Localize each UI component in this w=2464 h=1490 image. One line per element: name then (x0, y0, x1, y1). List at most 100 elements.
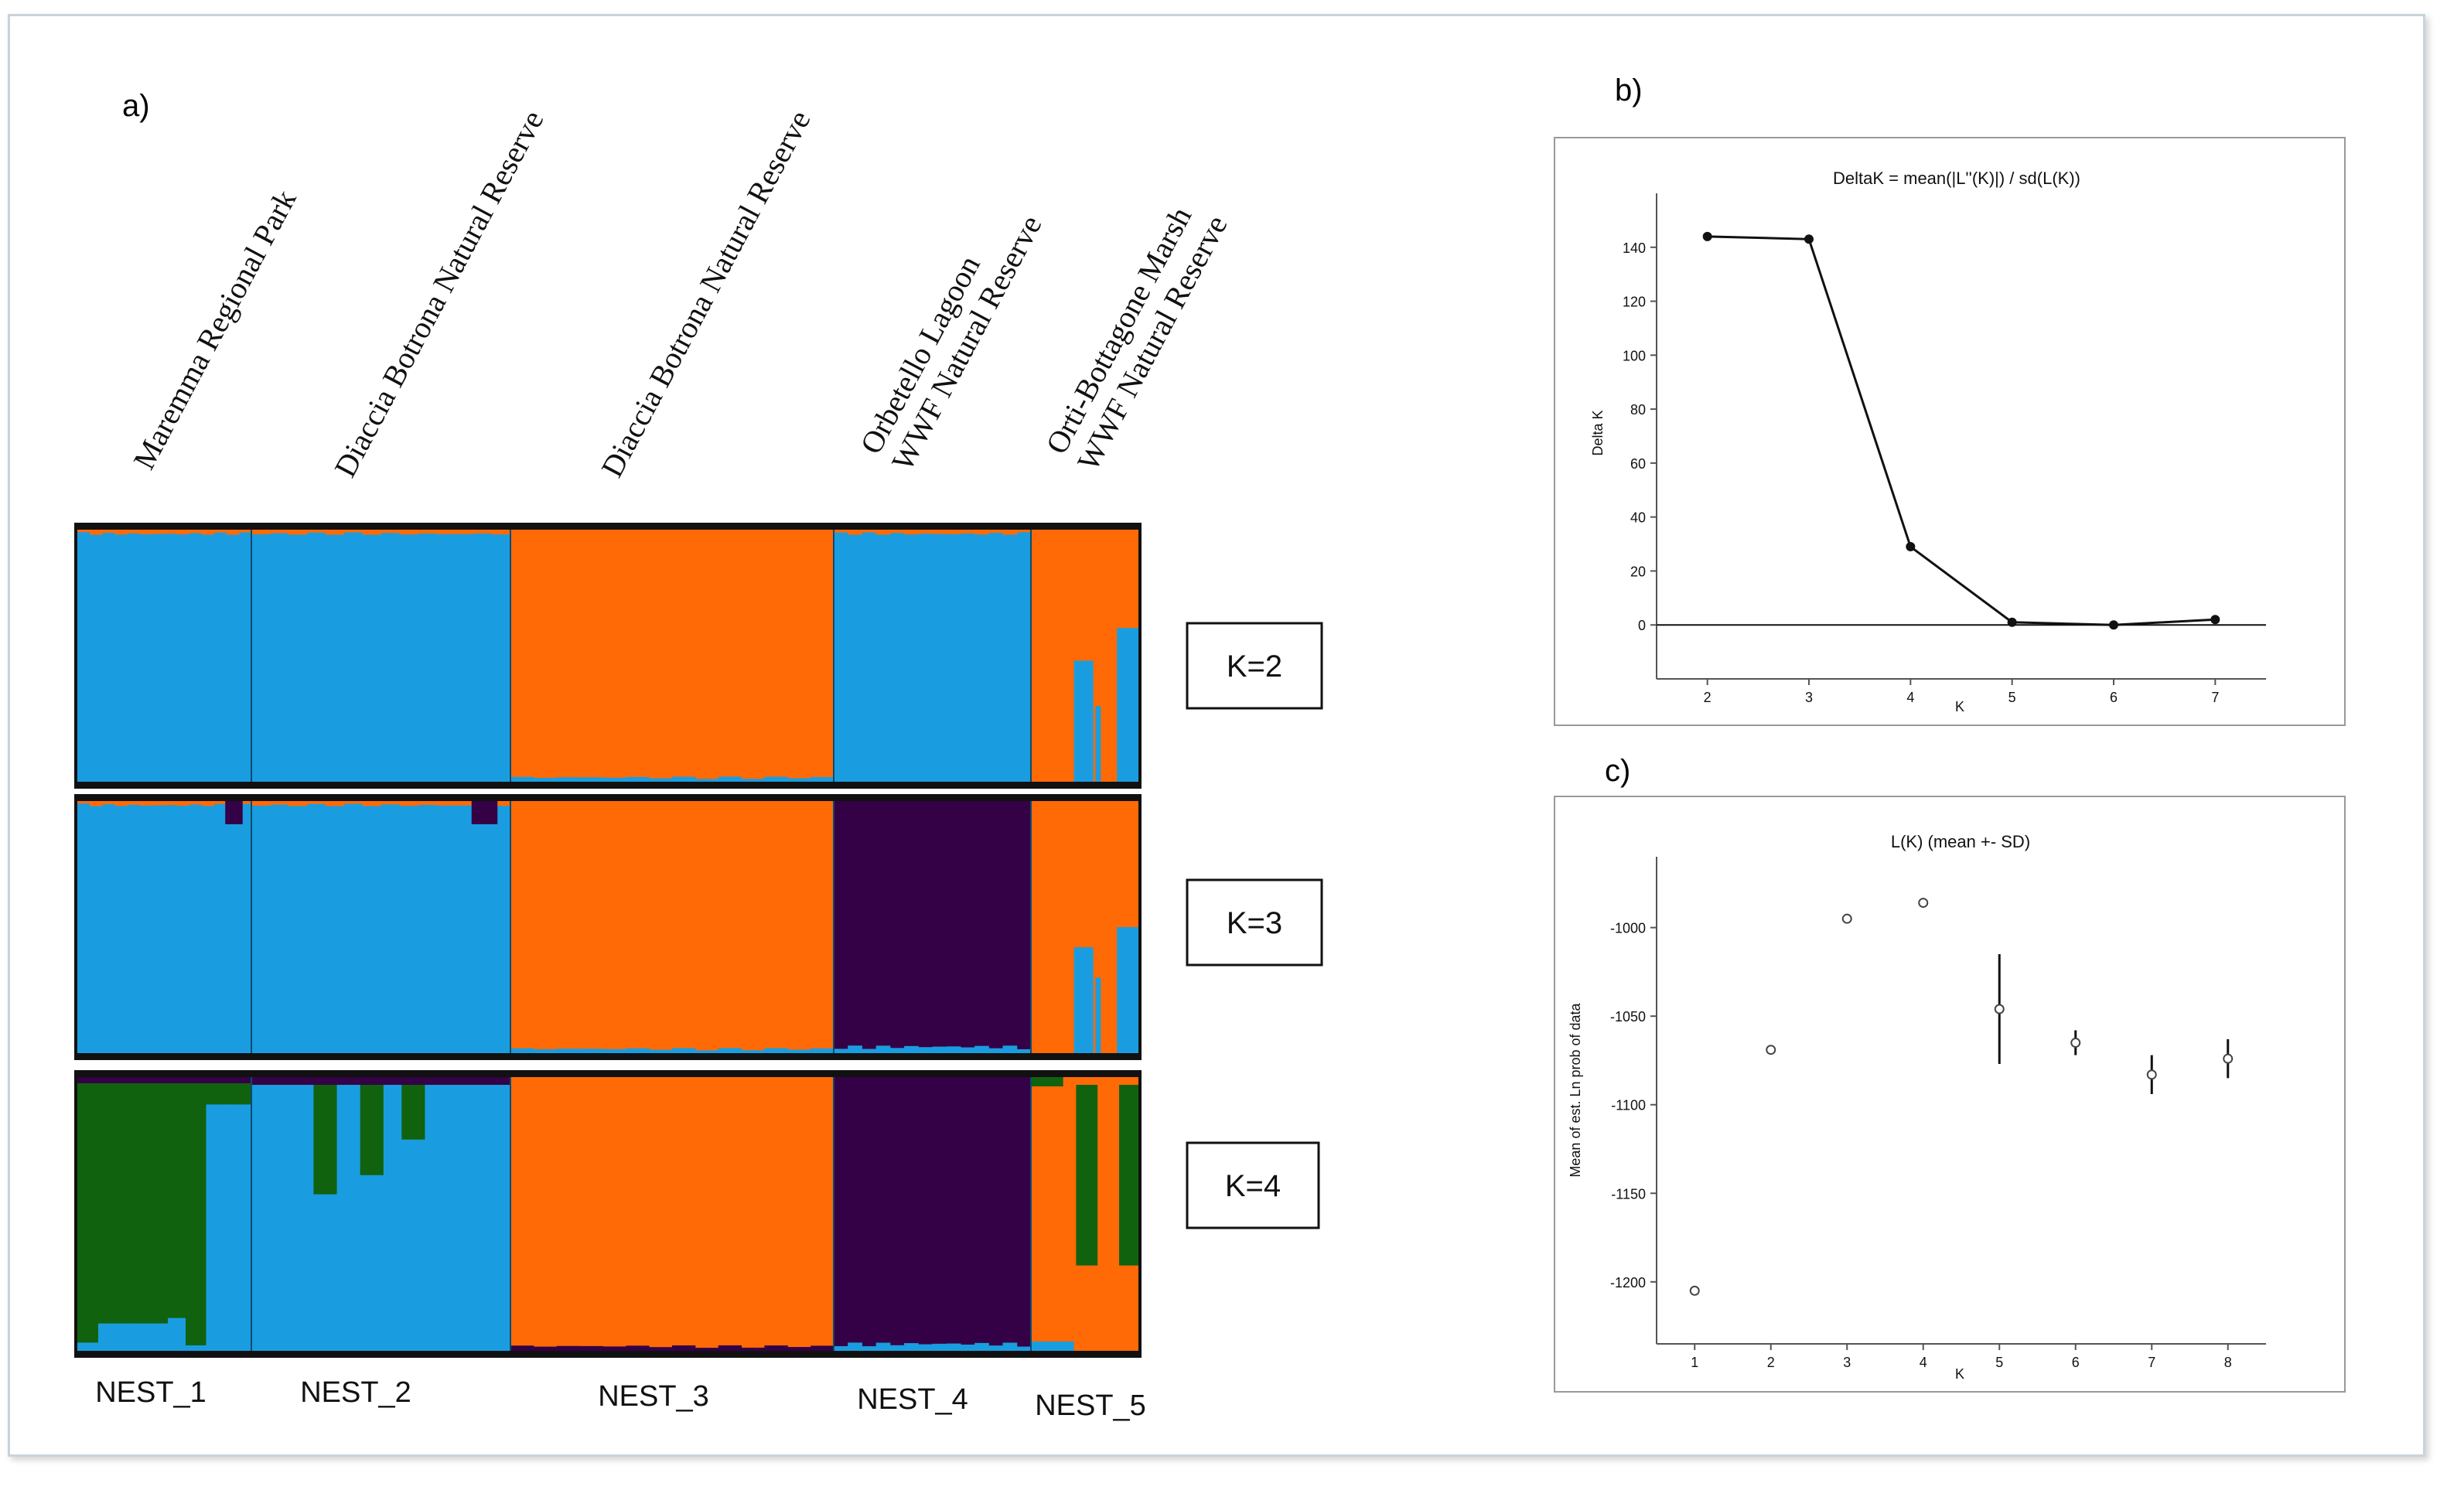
lk-xtick-label: 2 (1767, 1355, 1775, 1370)
deltak-point (2109, 620, 2118, 630)
structure-segment (556, 1345, 581, 1351)
structure-segment (932, 1343, 947, 1351)
panel-label-a: a) (122, 89, 150, 123)
structure-segment (226, 530, 240, 535)
structure-segment (362, 530, 381, 535)
structure-bar (1118, 1085, 1138, 1266)
structure-panel-2 (74, 794, 1142, 1060)
structure-segment (1016, 1048, 1032, 1053)
structure-segment (626, 776, 650, 782)
deltak-point (1804, 234, 1814, 244)
structure-segment (288, 530, 308, 535)
deltak-chart: DeltaK = mean(|L''(K)|) / sd(L(K)) K Del… (1554, 137, 2346, 726)
site-label-2: Diaccia Botrona Natural Reserve (327, 104, 550, 482)
structure-segment (834, 530, 1031, 782)
structure-segment (1002, 1342, 1018, 1351)
structure-segment (834, 1077, 1031, 1351)
structure-segment (343, 801, 363, 804)
structure-segment (114, 801, 128, 806)
structure-segment (946, 1046, 961, 1053)
structure-segment (77, 801, 251, 1053)
structure-segment (164, 530, 178, 534)
nest-label: NEST_3 (598, 1380, 709, 1413)
lk-ytick-label: -1000 (1610, 921, 1646, 936)
structure-segment (918, 530, 933, 534)
structure-segment (787, 778, 811, 782)
structure-panel-1 (74, 523, 1142, 789)
structure-segment (764, 1048, 788, 1053)
structure-segment (1002, 530, 1018, 535)
structure-segment (764, 776, 788, 782)
structure-segment (974, 1342, 989, 1351)
structure-segment (672, 1345, 696, 1351)
structure-segment (510, 1077, 834, 1351)
structure-segment (974, 530, 989, 535)
structure-segment (960, 1344, 975, 1351)
structure-segment (473, 530, 493, 534)
lk-xtick-label: 8 (2224, 1355, 2232, 1370)
structure-segment (127, 801, 140, 805)
structure-segment (510, 530, 834, 782)
deltak-xtick-label: 4 (1906, 690, 1914, 705)
structure-segment (649, 1049, 673, 1053)
structure-segment (875, 1045, 891, 1053)
structure-segment (626, 1048, 650, 1053)
deltak-point (2210, 615, 2220, 625)
structure-bar (206, 1104, 227, 1351)
structure-segment (862, 1048, 877, 1053)
structure-segment (343, 530, 363, 533)
lk-point (1689, 1285, 1700, 1296)
structure-segment (510, 801, 834, 1053)
structure-segment (694, 1348, 719, 1351)
lk-chart: L(K) (mean +- SD) K Mean of est. Ln prob… (1554, 796, 2346, 1393)
structure-segment (325, 530, 345, 535)
structure-segment (492, 801, 511, 806)
structure-segment (102, 801, 115, 805)
structure-segment (213, 530, 227, 533)
structure-segment (946, 530, 961, 534)
lk-xtick-label: 5 (1995, 1355, 2003, 1370)
structure-segment (1031, 1342, 1074, 1351)
structure-segment (1002, 1045, 1018, 1053)
lk-marks: -1000 -1050 -1100 -1150 -1200 1 2 3 4 5 6 7 8 (1610, 857, 2266, 1370)
structure-segment (649, 778, 673, 782)
structure-bar (1076, 1085, 1098, 1266)
structure-segment (848, 1342, 862, 1351)
structure-bar (185, 1345, 206, 1351)
structure-segment (556, 1048, 581, 1053)
structure-segment (533, 1049, 558, 1053)
structure-segment (201, 801, 215, 806)
structure-segment (436, 530, 456, 534)
structure-segment (510, 1345, 534, 1351)
structure-segment (455, 801, 474, 806)
site-labels: Maremma Regional Park Diaccia Botrona Nat… (126, 104, 1234, 482)
structure-bar (401, 1085, 425, 1140)
structure-segment (1016, 530, 1032, 533)
lk-point (1918, 898, 1929, 909)
structure-segment (811, 776, 834, 782)
k-labels: K=2 K=3 K=4 (1186, 622, 1323, 1229)
structure-segment (201, 530, 215, 535)
structure-segment (362, 801, 381, 806)
structure-segment (176, 530, 190, 535)
lk-xtick-label: 4 (1920, 1355, 1927, 1370)
structure-bar (98, 1323, 134, 1351)
structure-segment (875, 530, 891, 535)
structure-segment (533, 1346, 558, 1351)
k-label: K=2 (1227, 650, 1282, 684)
structure-segment (306, 530, 326, 533)
structure-bar (1117, 628, 1138, 782)
structure-segment (848, 1045, 862, 1053)
deltak-ytick-label: 0 (1638, 618, 1646, 633)
structure-segment (974, 1045, 989, 1053)
lk-ytick-label: -1200 (1610, 1275, 1646, 1291)
lk-point (2223, 1053, 2234, 1064)
structure-segment (510, 1048, 534, 1053)
deltak-ylabel: Delta K (1590, 410, 1606, 455)
structure-segment (556, 777, 581, 782)
structure-segment (602, 777, 626, 782)
structure-segment (139, 801, 152, 806)
k-label-box (1186, 622, 1323, 710)
deltak-ytick-label: 80 (1630, 402, 1646, 418)
structure-segment (251, 801, 510, 1053)
